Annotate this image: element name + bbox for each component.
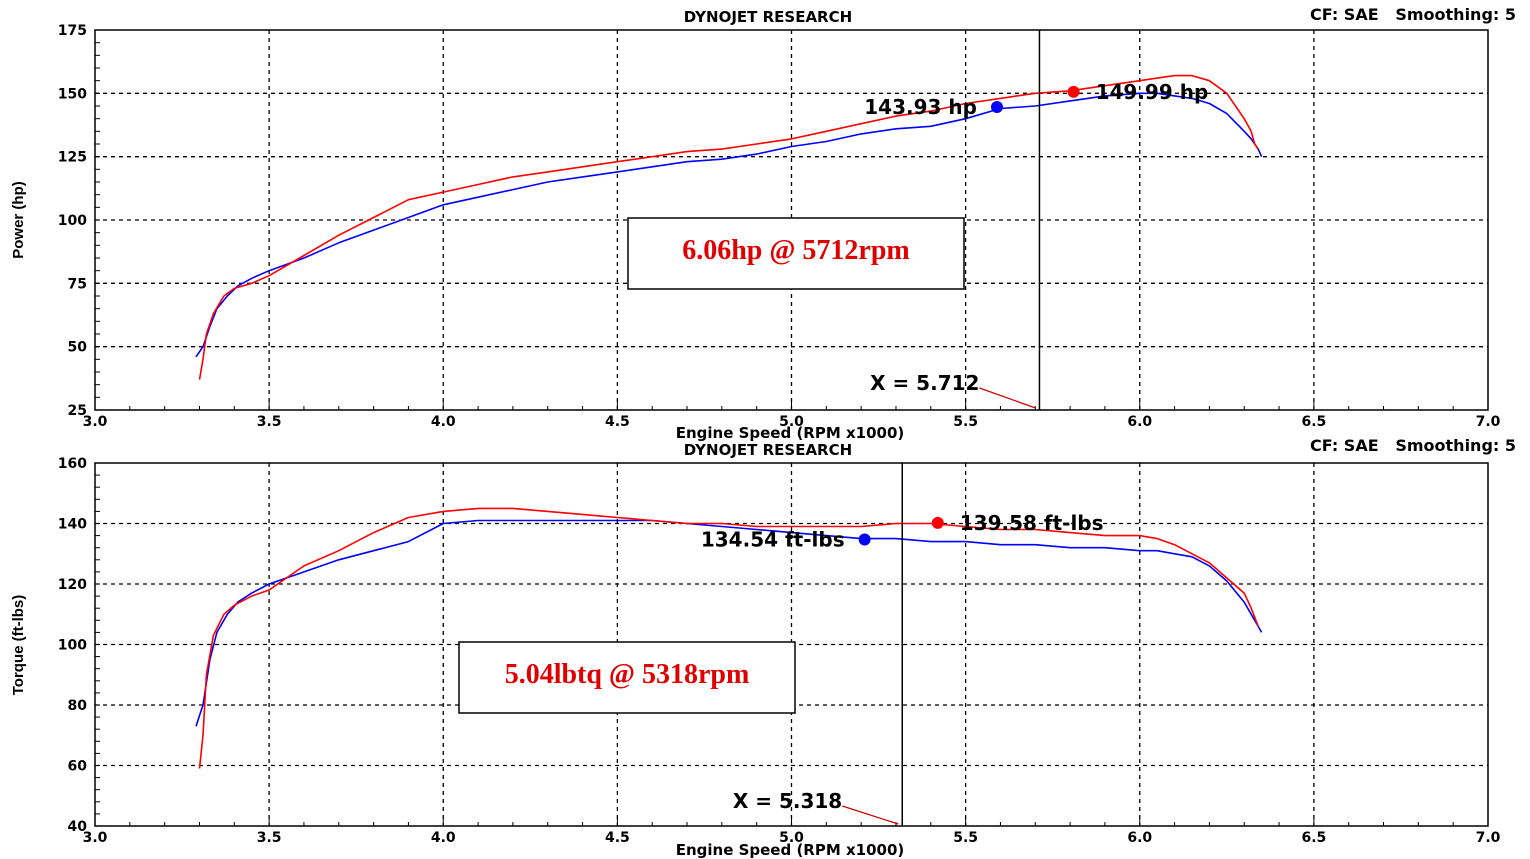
x-tick-label: 7.0 [1476, 414, 1501, 430]
x-tick-label: 3.5 [257, 414, 282, 430]
chart-title: DYNOJET RESEARCH [684, 441, 852, 459]
x-tick-label: 3.0 [83, 414, 108, 430]
x-tick-label: 6.5 [1301, 830, 1326, 846]
peak-markers: 134.54 ft-lbs 139.58 ft-lbs [701, 511, 1104, 552]
power-chart: DYNOJET RESEARCH CF: SAE Smoothing: 5 25… [10, 5, 1516, 442]
y-tick-label: 160 [58, 456, 87, 472]
y-tick-label: 40 [68, 819, 88, 835]
series-lines [195, 74, 1263, 380]
gridlines [94, 462, 1489, 827]
peak-marker [990, 101, 1003, 114]
x-tick-label: 5.5 [953, 830, 978, 846]
x-tick-label: 3.5 [257, 830, 282, 846]
y-axis-label: Power (hp) [10, 181, 27, 259]
torque-chart: DYNOJET RESEARCH CF: SAE Smoothing: 5 40… [10, 436, 1516, 859]
x-tick-label: 5.0 [779, 830, 804, 846]
y-tick-label: 50 [68, 340, 88, 356]
y-tick-label: 140 [58, 517, 87, 533]
cursor-leader [979, 387, 1036, 409]
y-tick-label: 80 [68, 698, 88, 714]
annotation-text: 5.04lbtq @ 5318rpm [505, 659, 750, 690]
cursor: X = 5.712 [870, 30, 1041, 410]
annotation-box: 5.04lbtq @ 5318rpm [458, 641, 796, 714]
x-tick-label: 5.5 [953, 414, 978, 430]
x-tick-label: 4.5 [605, 830, 630, 846]
peak-marker [858, 533, 871, 546]
x-tick-label: 3.0 [83, 830, 108, 846]
y-tick-label: 25 [68, 403, 87, 419]
y-tick-label: 150 [58, 86, 87, 102]
peak-value-label: 139.58 ft-lbs [960, 511, 1104, 535]
series-line [195, 519, 1263, 727]
x-axis-label: Engine Speed (RPM x1000) [676, 841, 905, 859]
x-tick-labels: 3.0 3.5 4.0 4.5 5.0 5.5 6.0 6.5 7.0 [83, 830, 1501, 846]
correction-factor-info: CF: SAE Smoothing: 5 [1310, 436, 1516, 455]
y-tick-labels: 25 50 75 100 125 150 175 [58, 23, 87, 419]
chart-title: DYNOJET RESEARCH [684, 8, 852, 26]
cursor-label: X = 5.318 [733, 789, 842, 813]
x-tick-label: 4.0 [431, 830, 456, 846]
x-tick-label: 6.0 [1127, 414, 1152, 430]
peak-value-label: 149.99 hp [1096, 80, 1209, 104]
y-tick-label: 100 [58, 638, 87, 654]
x-tick-label: 4.0 [431, 414, 456, 430]
x-tick-label: 6.0 [1127, 830, 1152, 846]
peak-marker [1067, 85, 1080, 98]
gridlines [94, 29, 1489, 411]
y-tick-label: 100 [58, 213, 87, 229]
y-axis-label: Torque (ft-lbs) [10, 595, 27, 696]
y-tick-label: 60 [68, 759, 88, 775]
cursor-label: X = 5.712 [870, 371, 979, 395]
x-tick-label: 7.0 [1476, 830, 1501, 846]
series-line [195, 92, 1263, 358]
cursor: X = 5.318 [733, 463, 903, 826]
series-line [198, 74, 1259, 380]
x-tick-label: 5.0 [779, 414, 804, 430]
y-tick-label: 175 [58, 23, 87, 39]
cursor-leader [842, 805, 899, 825]
x-tick-label: 6.5 [1301, 414, 1326, 430]
y-tick-label: 75 [68, 276, 87, 292]
y-tick-label: 120 [58, 577, 87, 593]
series-lines [195, 507, 1263, 769]
annotation-box: 6.06hp @ 5712rpm [627, 217, 965, 290]
peak-value-label: 143.93 hp [864, 95, 977, 119]
y-tick-label: 125 [58, 150, 87, 166]
peak-marker [931, 516, 944, 529]
y-tick-labels: 40 60 80 100 120 140 160 [58, 456, 87, 835]
x-axis-label: Engine Speed (RPM x1000) [676, 424, 905, 442]
annotation-text: 6.06hp @ 5712rpm [682, 235, 910, 266]
x-tick-labels: 3.0 3.5 4.0 4.5 5.0 5.5 6.0 6.5 7.0 [83, 414, 1501, 430]
peak-markers: 143.93 hp 149.99 hp [864, 80, 1208, 119]
correction-factor-info: CF: SAE Smoothing: 5 [1310, 5, 1516, 24]
series-line [198, 507, 1259, 769]
peak-value-label: 134.54 ft-lbs [701, 528, 845, 552]
x-tick-label: 4.5 [605, 414, 630, 430]
